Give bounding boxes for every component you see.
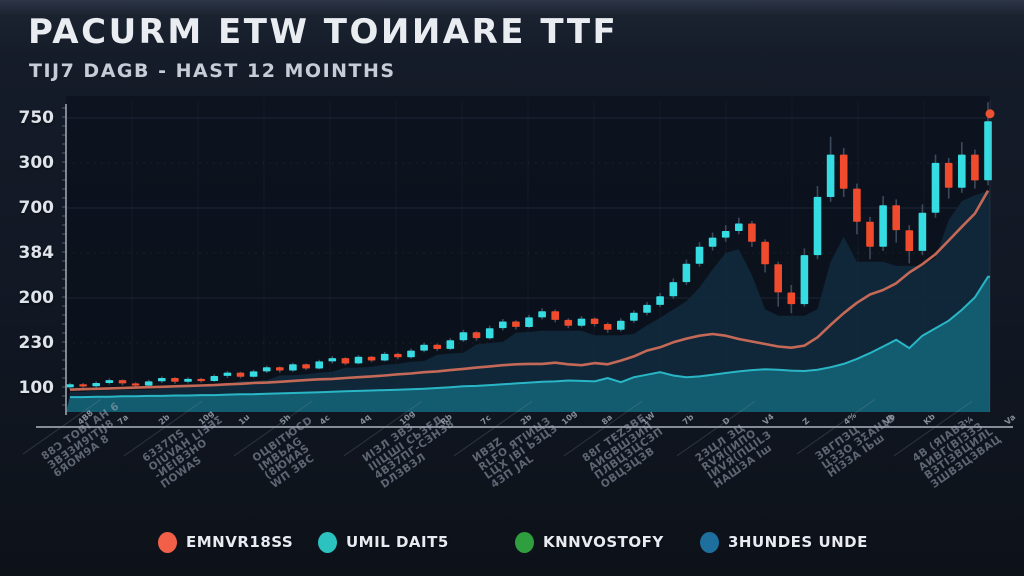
y-axis-label: 230	[18, 333, 55, 353]
y-axis-label: 750	[18, 108, 55, 128]
y-axis-label: 300	[18, 153, 55, 173]
legend-item: UMIL DAIT5	[318, 530, 449, 554]
page-title: PACURM ETW TOИИARE TTF	[28, 12, 619, 52]
legend-label: EMNVR18SS	[186, 533, 294, 551]
legend-swatch-icon	[700, 531, 719, 553]
legend-swatch-icon	[318, 531, 337, 553]
y-axis-label: 200	[18, 288, 55, 308]
legend-item: 3HUNDES UNDE	[700, 530, 868, 554]
legend-swatch-icon	[158, 531, 177, 553]
legend-item: EMNVR18SS	[158, 530, 293, 554]
legend-label: UMIL DAIT5	[346, 533, 449, 551]
page-subtitle: TIJ7 DAGB - HAST 12 MOINTHS	[29, 60, 396, 82]
legend-item: KNNVOSTOFY	[515, 530, 664, 554]
y-axis-label: 700	[18, 198, 55, 218]
legend-swatch-icon	[515, 531, 534, 553]
legend-label: 3HUNDES UNDE	[728, 533, 868, 551]
legend-label: KNNVOSTOFY	[543, 533, 664, 551]
y-axis-label: 384	[18, 243, 55, 263]
y-axis-label: 100	[18, 378, 55, 398]
